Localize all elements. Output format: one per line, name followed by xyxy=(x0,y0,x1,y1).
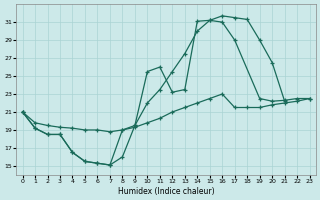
X-axis label: Humidex (Indice chaleur): Humidex (Indice chaleur) xyxy=(118,187,214,196)
